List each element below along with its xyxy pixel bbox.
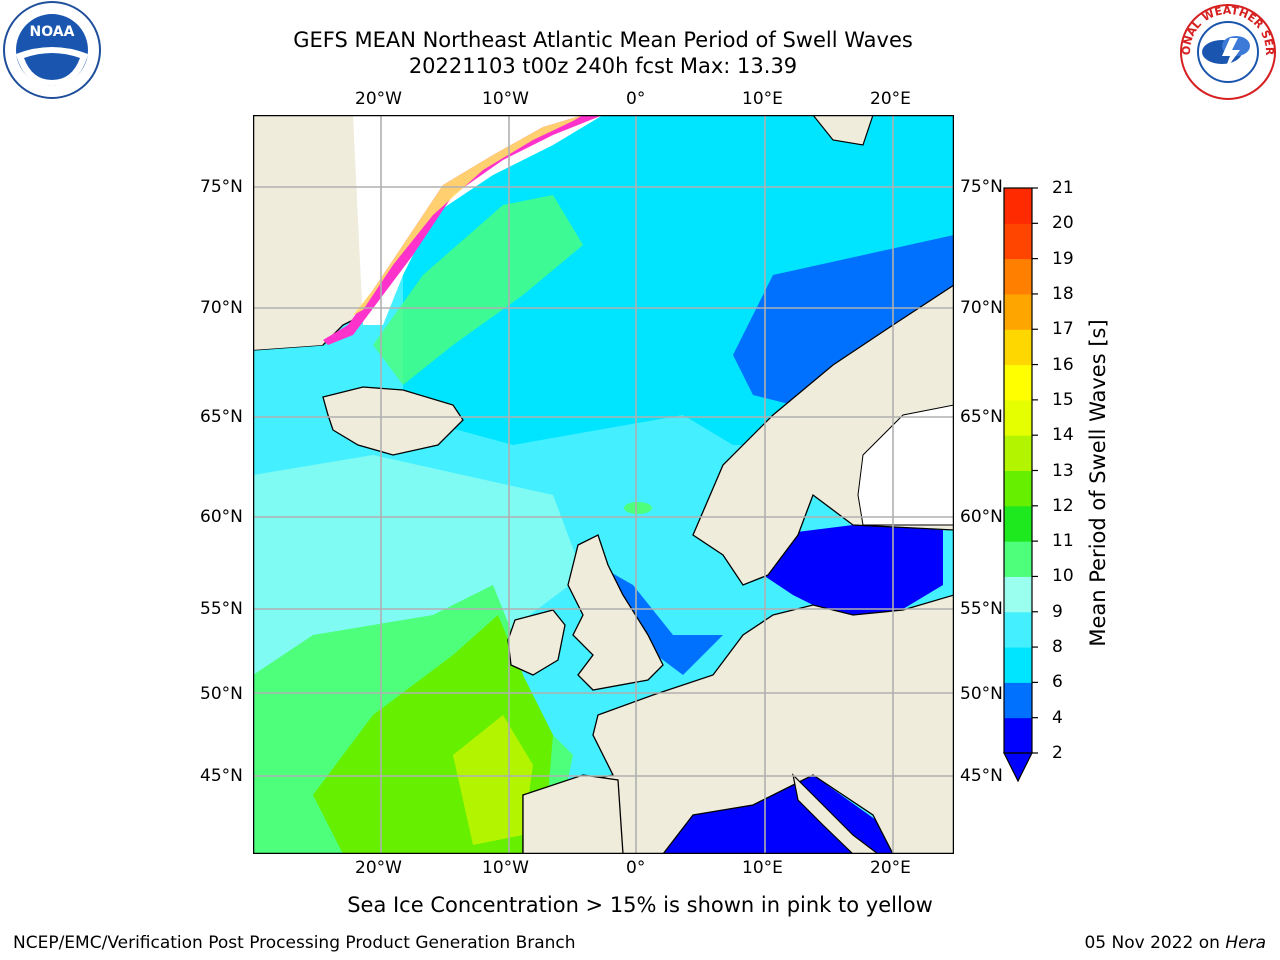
colorbar-band xyxy=(1004,258,1032,295)
lon-tick-bottom-0: 0° xyxy=(626,858,646,878)
noaa-logo-text: NOAA xyxy=(30,24,75,40)
colorbar-tick-label: 20 xyxy=(1052,213,1074,234)
colorbar-tick-label: 13 xyxy=(1052,460,1074,481)
lon-tick-bottom-10w: 10°W xyxy=(482,858,529,878)
map-subtitle: 20221103 t00z 240h fcst Max: 13.39 xyxy=(408,54,798,78)
colorbar-band xyxy=(1004,435,1032,471)
lon-tick-top-20e: 20°E xyxy=(870,89,911,109)
map-frame xyxy=(253,115,954,854)
lat-tick-right-50n: 50°N xyxy=(960,684,1003,704)
colorbar-band xyxy=(1004,470,1032,507)
lat-tick-right-65n: 65°N xyxy=(960,407,1003,427)
colorbar-band xyxy=(1004,611,1032,648)
colorbar-tick-label: 2 xyxy=(1052,743,1063,763)
lat-tick-left-65n: 65°N xyxy=(200,407,243,427)
lon-tick-top-10e: 10°E xyxy=(742,89,783,109)
colorbar-band xyxy=(1004,223,1032,260)
lat-tick-left-70n: 70°N xyxy=(200,298,243,318)
nws-logo: NATIONAL WEATHER SERVICE xyxy=(1178,2,1276,100)
colorbar-tick-label: 21 xyxy=(1052,178,1074,198)
swell-zone-baltic xyxy=(763,525,943,615)
colorbar-tick-label: 14 xyxy=(1052,425,1074,446)
colorbar-tick-label: 17 xyxy=(1052,319,1074,340)
lon-tick-bottom-20w: 20°W xyxy=(355,858,402,878)
colorbar-band xyxy=(1004,188,1032,224)
footer-date-text: 05 Nov 2022 on xyxy=(1084,933,1226,953)
colorbar-band xyxy=(1004,505,1032,542)
footer-credit: NCEP/EMC/Verification Post Processing Pr… xyxy=(13,933,576,953)
lat-tick-right-60n: 60°N xyxy=(960,507,1003,527)
colorbar-band xyxy=(1004,329,1032,366)
map-panel xyxy=(253,115,954,854)
colorbar-tick-label: 19 xyxy=(1052,248,1074,269)
colorbar-tick-label: 11 xyxy=(1052,531,1074,552)
colorbar-frame xyxy=(1003,187,1033,754)
footer-host: Hera xyxy=(1225,933,1266,953)
colorbar-tick-label: 9 xyxy=(1052,601,1063,622)
lon-tick-top-0: 0° xyxy=(626,89,646,109)
swell-zone-sw-yellow xyxy=(453,715,533,845)
land-svalbard xyxy=(812,115,874,146)
colorbar-band xyxy=(1004,647,1032,683)
colorbar-tick-label: 8 xyxy=(1052,637,1063,658)
swell-zone-norwegian-sea xyxy=(733,235,954,405)
colorbar-tick-label: 6 xyxy=(1052,672,1063,693)
land-iberia xyxy=(522,774,624,854)
colorbar-tick-label: 10 xyxy=(1052,566,1074,587)
sea-ice-edge xyxy=(323,115,603,345)
noaa-logo: NOAA xyxy=(3,1,101,99)
colorbar-extend-arrow xyxy=(1003,752,1033,783)
colorbar-band xyxy=(1004,293,1032,330)
land-iceland xyxy=(322,386,464,456)
lat-tick-right-75n: 75°N xyxy=(960,177,1003,197)
colorbar-band xyxy=(1004,717,1032,754)
colorbar-tick-label: 12 xyxy=(1052,495,1074,516)
ice-free-area xyxy=(353,115,603,325)
lat-tick-left-60n: 60°N xyxy=(200,507,243,527)
colorbar-band xyxy=(1004,399,1032,436)
colorbar-tick-label: 4 xyxy=(1052,707,1063,728)
colorbar-band xyxy=(1004,364,1032,401)
lon-tick-top-20w: 20°W xyxy=(355,89,402,109)
footer-date: 05 Nov 2022 on Hera xyxy=(1084,932,1266,954)
land-italy xyxy=(792,773,879,854)
map-title: GEFS MEAN Northeast Atlantic Mean Period… xyxy=(293,28,913,52)
lat-tick-left-55n: 55°N xyxy=(200,599,243,619)
colorbar-tick-label: 18 xyxy=(1052,283,1074,304)
lon-tick-bottom-10e: 10°E xyxy=(742,858,783,878)
faroe-islands-swell xyxy=(624,502,652,514)
colorbar-band xyxy=(1004,682,1032,719)
swell-zone-greenland xyxy=(373,195,583,385)
lat-tick-right-70n: 70°N xyxy=(960,298,1003,318)
lat-tick-left-45n: 45°N xyxy=(200,766,243,786)
swell-zone-north-sea xyxy=(598,565,723,675)
lat-tick-left-75n: 75°N xyxy=(200,177,243,197)
sea-ice-note: Sea Ice Concentration > 15% is shown in … xyxy=(347,893,933,917)
colorbar-tick-label: 15 xyxy=(1052,389,1074,410)
land-great-britain xyxy=(567,534,664,691)
lon-tick-bottom-20e: 20°E xyxy=(870,858,911,878)
colorbar-band xyxy=(1004,576,1032,613)
lat-tick-left-50n: 50°N xyxy=(200,684,243,704)
colorbar-band xyxy=(1004,541,1032,577)
lat-tick-right-45n: 45°N xyxy=(960,766,1003,786)
colorbar-tick-label: 16 xyxy=(1052,354,1074,375)
gulf-of-bothnia xyxy=(857,404,954,526)
lat-tick-right-55n: 55°N xyxy=(960,599,1003,619)
colorbar xyxy=(1003,187,1038,783)
lon-tick-top-10w: 10°W xyxy=(482,89,529,109)
colorbar-title: Mean Period of Swell Waves [s] xyxy=(1086,319,1110,647)
graticule xyxy=(253,115,954,854)
